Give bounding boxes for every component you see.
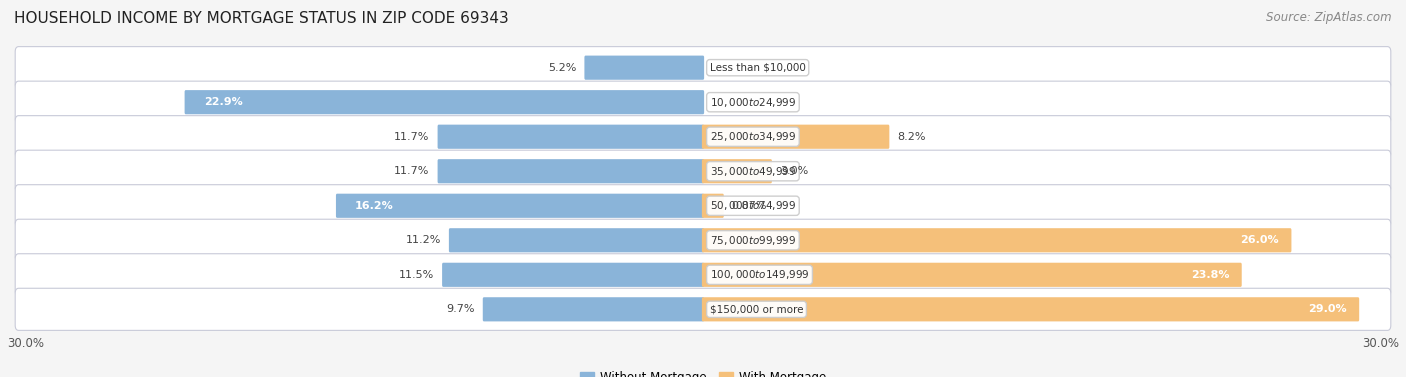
FancyBboxPatch shape bbox=[15, 288, 1391, 330]
FancyBboxPatch shape bbox=[702, 263, 1241, 287]
Text: 29.0%: 29.0% bbox=[1308, 304, 1347, 314]
Text: 26.0%: 26.0% bbox=[1240, 235, 1279, 245]
FancyBboxPatch shape bbox=[15, 47, 1391, 89]
FancyBboxPatch shape bbox=[482, 297, 704, 322]
FancyBboxPatch shape bbox=[15, 185, 1391, 227]
FancyBboxPatch shape bbox=[437, 159, 704, 183]
Text: $150,000 or more: $150,000 or more bbox=[710, 304, 803, 314]
Text: $25,000 to $34,999: $25,000 to $34,999 bbox=[710, 130, 796, 143]
Text: 0.87%: 0.87% bbox=[731, 201, 768, 211]
Text: 11.5%: 11.5% bbox=[399, 270, 434, 280]
FancyBboxPatch shape bbox=[336, 194, 704, 218]
Text: 11.7%: 11.7% bbox=[394, 132, 430, 142]
Text: 3.0%: 3.0% bbox=[780, 166, 808, 176]
Legend: Without Mortgage, With Mortgage: Without Mortgage, With Mortgage bbox=[575, 366, 831, 377]
Text: Less than $10,000: Less than $10,000 bbox=[710, 63, 806, 73]
FancyBboxPatch shape bbox=[437, 125, 704, 149]
Text: 23.8%: 23.8% bbox=[1191, 270, 1229, 280]
FancyBboxPatch shape bbox=[184, 90, 704, 114]
Text: HOUSEHOLD INCOME BY MORTGAGE STATUS IN ZIP CODE 69343: HOUSEHOLD INCOME BY MORTGAGE STATUS IN Z… bbox=[14, 11, 509, 26]
Text: $50,000 to $74,999: $50,000 to $74,999 bbox=[710, 199, 796, 212]
FancyBboxPatch shape bbox=[702, 159, 772, 183]
FancyBboxPatch shape bbox=[585, 55, 704, 80]
FancyBboxPatch shape bbox=[15, 116, 1391, 158]
Text: 5.2%: 5.2% bbox=[548, 63, 576, 73]
FancyBboxPatch shape bbox=[15, 219, 1391, 261]
FancyBboxPatch shape bbox=[15, 81, 1391, 123]
FancyBboxPatch shape bbox=[702, 194, 724, 218]
FancyBboxPatch shape bbox=[15, 254, 1391, 296]
FancyBboxPatch shape bbox=[702, 228, 1292, 252]
Text: 11.7%: 11.7% bbox=[394, 166, 430, 176]
Text: 22.9%: 22.9% bbox=[204, 97, 243, 107]
FancyBboxPatch shape bbox=[15, 150, 1391, 192]
FancyBboxPatch shape bbox=[441, 263, 704, 287]
FancyBboxPatch shape bbox=[702, 125, 890, 149]
Text: 8.2%: 8.2% bbox=[897, 132, 925, 142]
Text: $75,000 to $99,999: $75,000 to $99,999 bbox=[710, 234, 796, 247]
Text: 11.2%: 11.2% bbox=[405, 235, 441, 245]
Text: Source: ZipAtlas.com: Source: ZipAtlas.com bbox=[1267, 11, 1392, 24]
FancyBboxPatch shape bbox=[449, 228, 704, 252]
Text: 16.2%: 16.2% bbox=[356, 201, 394, 211]
Text: $35,000 to $49,999: $35,000 to $49,999 bbox=[710, 165, 796, 178]
FancyBboxPatch shape bbox=[702, 297, 1360, 322]
Text: 9.7%: 9.7% bbox=[446, 304, 475, 314]
Text: $100,000 to $149,999: $100,000 to $149,999 bbox=[710, 268, 810, 281]
Text: $10,000 to $24,999: $10,000 to $24,999 bbox=[710, 96, 796, 109]
